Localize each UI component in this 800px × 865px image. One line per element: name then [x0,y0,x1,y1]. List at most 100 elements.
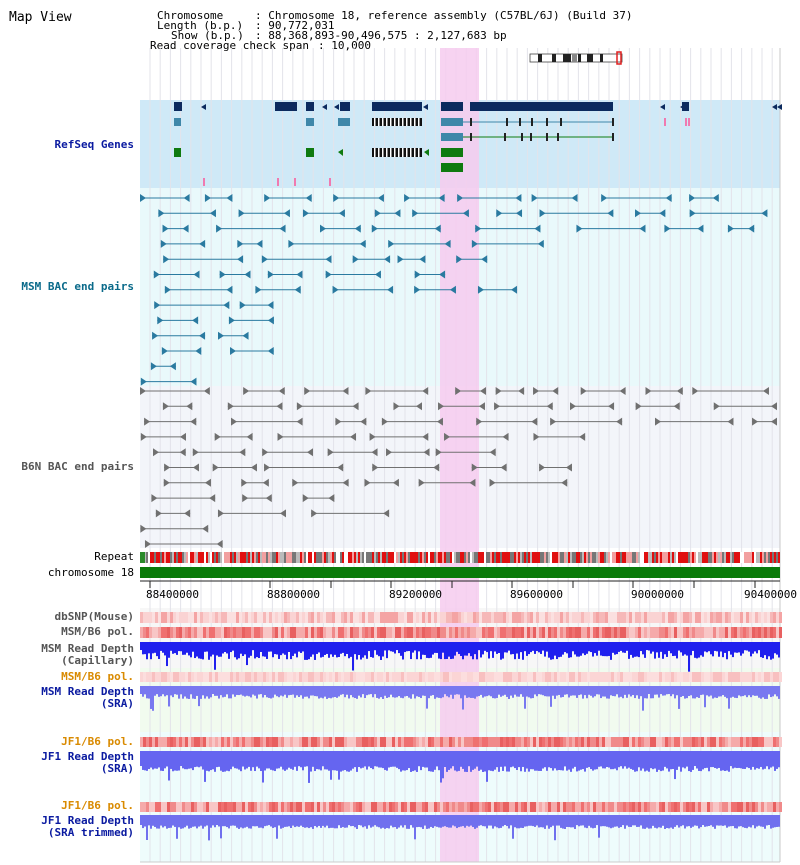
jf1-pol-cell [263,737,266,747]
dbsnp-cell [527,612,530,623]
msm-depth-capillary-track-label: MSM Read Depth (Capillary) [41,642,134,667]
b6n-bac-end [179,448,186,457]
b6n-bac-end [140,432,147,441]
repeat-segment [206,552,208,563]
b6n-bac-end [495,387,502,395]
msm-bac-end [267,301,274,310]
msm-sra-depth-bar [190,686,192,695]
b6n-bac-end [311,509,318,518]
jf1-pol-cell [449,737,452,747]
msm-sra-depth-bar [666,686,668,695]
msm-sra-pol-cell [431,672,434,682]
jf1-trimmed-depth-bar [244,815,246,828]
msm-b6-pol-cell [653,627,656,638]
jf1-sra-depth-bar [174,751,176,771]
repeat-segment [590,552,592,563]
msm-sra-pol-cell [455,672,458,682]
repeat-segment [248,552,250,563]
jf1-trim-pol-cell [356,802,359,812]
msm-b6-pol-cell [572,627,575,638]
repeat-segment [552,552,554,563]
jf1-sra-depth-bar [202,751,204,770]
jf1-trim-pol-cell [617,802,620,812]
b6n-bac-end [436,417,443,426]
repeat-segment [390,552,392,563]
show-key: Show (b.p.) [171,29,244,42]
msm-bac-end [238,209,245,218]
axis-tick-label: 88800000 [267,588,320,601]
gene-exon [470,102,613,111]
msm-sra-pol-cell [188,672,191,682]
page-title: Map View [9,10,72,25]
msm-sra-depth-bar [558,686,560,695]
jf1-trimmed-depth-bar [742,815,744,828]
repeat-segment [492,552,494,563]
msm-capillary-depth-bar [174,642,176,654]
jf1-sra-depth-bar [674,751,676,780]
jf1-trim-pol-cell [533,802,536,812]
msm-capillary-depth-bar [298,642,300,652]
msm-sra-pol-cell [581,672,584,682]
msm-capillary-depth-bar [532,642,534,651]
dbsnp-cell [191,612,194,623]
jf1-sra-depth-bar [598,751,600,767]
msm-capillary-depth-bar [244,642,246,655]
msm-sra-pol-cell [314,672,317,682]
jf1-sra-depth-bar [778,751,780,768]
jf1-sra-depth-bar [436,751,438,767]
jf1-sra-depth-bar [270,751,272,770]
jf1-trimmed-depth-bar [192,815,194,827]
jf1-trimmed-depth-bar [160,815,162,826]
jf1-trimmed-depth-bar [674,815,676,827]
msm-sra-pol-cell [161,672,164,682]
jf1-trim-pol-cell [602,802,605,812]
jf1-trimmed-depth-bar [400,815,402,826]
repeat-segment [152,552,154,563]
repeat-segment [392,552,394,563]
msm-sra-depth-bar [298,686,300,697]
repeat-segment [720,552,722,563]
msm-capillary-depth-bar [176,642,178,655]
msm-sra-pol-cell [704,672,707,682]
jf1-trimmed-depth-bar [140,815,142,826]
repeat-segment [500,552,502,563]
msm-b6-pol-cell [449,627,452,638]
jf1-pol-cell [566,737,569,747]
repeat-segment [588,552,590,563]
jf1-sra-depth-bar [354,751,356,768]
jf1-pol-cell [383,737,386,747]
msm-bac-end [157,316,164,325]
msm-bac-end [164,285,171,294]
msm-capillary-depth-bar [322,642,324,657]
b6n-bac-end [435,448,442,457]
msm-sra-depth-bar [380,686,382,698]
jf1-trimmed-depth-bar [510,815,512,826]
jf1-trimmed-depth-bar [580,815,582,826]
jf1-trim-pol-cell [344,802,347,812]
jf1-trimmed-depth-bar [650,815,652,829]
jf1-pol-cell [656,737,659,747]
msm-capillary-depth-bar [624,642,626,653]
jf1-sra-depth-bar [690,751,692,772]
msm-sra-depth-bar [448,686,450,698]
msm-sra-pol-cell [545,672,548,682]
jf1-trim-pol-cell [281,802,284,812]
msm-sra-pol-cell [302,672,305,682]
msm-sra-pol-cell [461,672,464,682]
msm-sra-depth-bar [454,686,456,695]
dbsnp-cell [680,612,683,623]
jf1-trimmed-depth-bar [202,815,204,829]
jf1-sra-depth-bar [252,751,254,768]
jf1-trimmed-depth-bar [312,815,314,829]
b6n-bac-end [422,387,429,395]
msm-capillary-depth-bar [370,642,372,658]
dbsnp-cell [563,612,566,623]
msm-sra-depth-bar [624,686,626,695]
gene-exon [531,118,533,126]
msm-sra-depth-bar [742,686,744,697]
jf1-trim-pol-cell [236,802,239,812]
msm-capillary-depth-bar [554,642,556,656]
jf1-sra-depth-bar [332,751,334,771]
dbsnp-cell [233,612,236,623]
